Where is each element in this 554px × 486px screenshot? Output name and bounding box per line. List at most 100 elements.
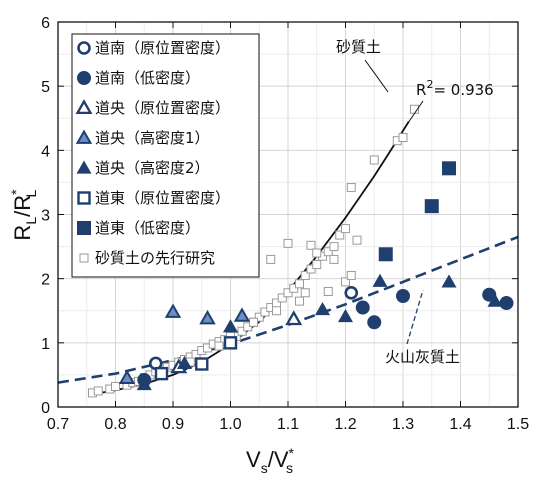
data-point: [283, 238, 293, 248]
data-point: [355, 300, 370, 315]
legend-box: [71, 33, 260, 278]
legend-marker: [77, 71, 91, 85]
x-tick-label: 1.2: [334, 416, 356, 433]
legend-label: 道央（原位置密度）: [95, 99, 230, 117]
data-point: [341, 277, 350, 287]
data-point: [442, 161, 456, 176]
data-point: [111, 381, 120, 391]
data-point: [300, 270, 310, 280]
y-tick-label: 1: [41, 336, 50, 353]
data-point: [312, 248, 322, 258]
legend-label: 道央（高密度2）: [95, 159, 210, 177]
r2-leader: [407, 100, 424, 124]
data-point: [378, 247, 393, 262]
y-tick-label: 3: [41, 208, 50, 225]
data-point: [499, 296, 514, 311]
data-point: [487, 293, 503, 307]
data-point: [249, 317, 258, 327]
data-point: [295, 279, 304, 289]
series-5: [154, 336, 238, 381]
y-tick-label: 5: [41, 79, 50, 96]
legend-label: 道東（低密度）: [95, 219, 200, 237]
x-tick-label: 1.0: [219, 416, 241, 433]
data-point: [344, 285, 359, 300]
data-point: [223, 319, 238, 333]
data-point: [272, 306, 281, 316]
legend-marker: [76, 160, 92, 174]
data-point: [118, 369, 136, 384]
data-point: [352, 235, 362, 245]
legend-label: 道南（低密度）: [95, 69, 200, 87]
data-point: [233, 307, 251, 322]
x-tick-label: 0.7: [47, 416, 69, 433]
data-point: [341, 224, 350, 234]
data-point: [177, 355, 192, 369]
data-point: [323, 247, 333, 257]
data-point: [300, 288, 310, 298]
data-point: [214, 341, 224, 351]
series-4: [136, 273, 503, 391]
volcanic-curve-label: 火山灰質土: [385, 348, 460, 366]
legend-marker: [75, 99, 93, 115]
data-point: [329, 242, 339, 252]
data-point: [93, 386, 103, 396]
x-tick-label: 0.9: [162, 416, 184, 433]
data-point: [312, 260, 322, 270]
data-point: [335, 230, 345, 240]
data-point: [277, 293, 287, 303]
data-points: [88, 104, 514, 398]
data-point: [369, 155, 379, 165]
data-point: [266, 254, 276, 264]
legend-label: 道央（高密度1）: [95, 129, 210, 147]
data-point: [372, 273, 388, 287]
legend: 道南（原位置密度） 道南（低密度） 道央（原位置密度） 道央（高密度1） 道央（高密度2…: [71, 33, 260, 278]
x-tick-label: 0.8: [104, 416, 126, 433]
y-tick-label: 4: [41, 143, 50, 160]
legend-label: 砂質土の先行研究: [95, 249, 215, 267]
fit-curve-volcanic: [57, 235, 519, 384]
series-6: [378, 161, 456, 262]
data-point: [323, 287, 333, 296]
legend-label: 道東（原位置密度）: [95, 189, 230, 207]
x-tick-label: 1.3: [392, 416, 414, 433]
data-point: [338, 309, 353, 323]
axis-ticks: 0.7 0.8 0.9 1.0 1.1 1.2 1.3 1.4 1.5 0 1 2 3 4 5 6: [41, 15, 529, 433]
data-point: [223, 336, 238, 350]
data-point: [199, 309, 216, 325]
data-point: [315, 301, 330, 316]
data-point: [424, 199, 439, 214]
series-3: [118, 303, 251, 384]
data-point: [154, 366, 169, 381]
data-point: [367, 315, 382, 330]
data-point: [396, 288, 410, 303]
volcanic-label-leader: [406, 289, 424, 345]
legend-marker: [77, 41, 91, 55]
data-point: [295, 296, 304, 306]
legend-marker: [77, 191, 91, 205]
data-point: [346, 183, 356, 193]
data-point: [195, 357, 209, 371]
y-axis-title: RL/R*L: [8, 189, 39, 241]
legend-marker: [77, 221, 91, 235]
x-tick-label: 1.5: [507, 416, 529, 433]
y-tick-label: 2: [41, 272, 50, 289]
data-point: [398, 133, 408, 142]
data-point: [306, 240, 316, 250]
y-tick-label: 6: [41, 15, 50, 32]
data-point: [441, 274, 457, 288]
x-tick-label: 1.4: [449, 416, 471, 433]
legend-marker: [75, 129, 93, 144]
r2-annotation: R2= 0.936: [416, 78, 494, 99]
sand-label-leader: [364, 59, 389, 93]
data-point: [329, 254, 339, 264]
data-point: [254, 312, 264, 322]
x-tick-label: 1.1: [277, 416, 299, 433]
y-tick-label: 0: [41, 400, 50, 417]
legend-marker: [79, 253, 89, 263]
legend-label: 道南（原位置密度）: [95, 39, 230, 57]
sand-curve-label: 砂質土: [336, 38, 381, 56]
x-axis-title: Vs/V* s: [246, 445, 294, 476]
data-point: [136, 377, 152, 391]
data-point: [164, 303, 182, 318]
